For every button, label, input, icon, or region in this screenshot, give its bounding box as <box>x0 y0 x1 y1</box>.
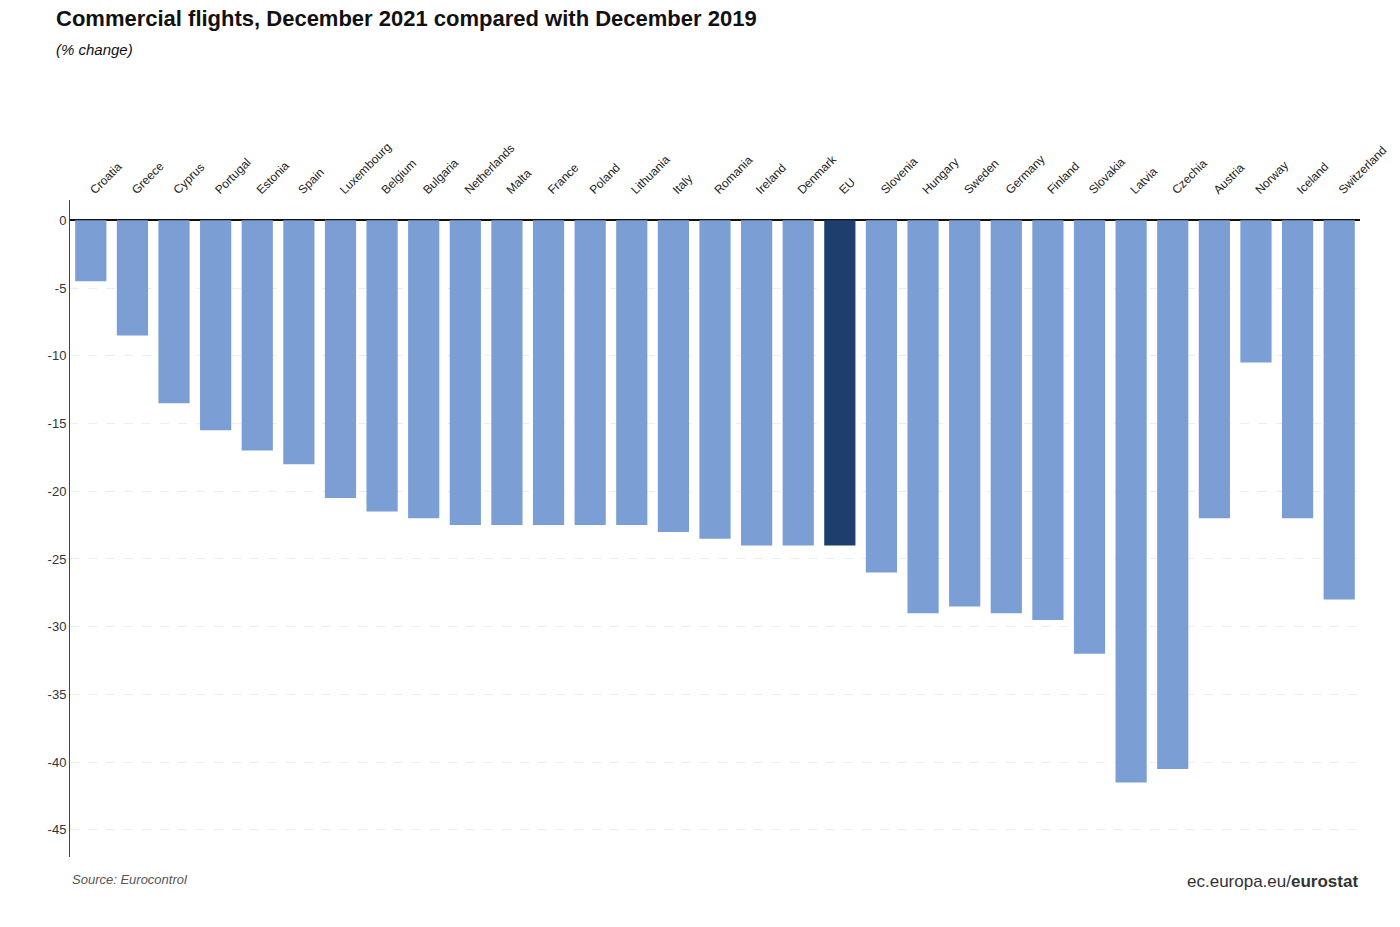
svg-text:Source: Eurocontrol: Source: Eurocontrol <box>72 872 188 887</box>
svg-text:Estonia: Estonia <box>254 159 292 197</box>
svg-text:Sweden: Sweden <box>961 156 1002 197</box>
svg-text:-25: -25 <box>48 552 67 567</box>
svg-text:Austria: Austria <box>1211 160 1248 197</box>
svg-text:Ireland: Ireland <box>753 161 789 197</box>
svg-text:Czechia: Czechia <box>1169 156 1210 197</box>
svg-text:Germany: Germany <box>1003 152 1048 197</box>
svg-text:-35: -35 <box>48 687 67 702</box>
svg-text:-5: -5 <box>55 281 67 296</box>
svg-text:Hungary: Hungary <box>920 155 962 197</box>
svg-text:Spain: Spain <box>295 165 327 197</box>
svg-text:Poland: Poland <box>587 161 623 197</box>
svg-text:Lithuania: Lithuania <box>628 152 673 197</box>
svg-text:Malta: Malta <box>503 166 534 197</box>
svg-text:-40: -40 <box>48 755 67 770</box>
svg-text:Commercial flights, December 2: Commercial flights, December 2021 compar… <box>56 6 757 58</box>
svg-text:EU: EU <box>836 175 858 197</box>
svg-text:Norway: Norway <box>1252 158 1291 197</box>
svg-text:-15: -15 <box>48 416 67 431</box>
svg-text:0: 0 <box>59 213 66 228</box>
svg-text:Portugal: Portugal <box>212 155 254 197</box>
svg-text:Latvia: Latvia <box>1128 164 1161 197</box>
svg-text:Romania: Romania <box>711 153 755 197</box>
svg-text:Italy: Italy <box>670 171 695 196</box>
svg-text:Cyprus: Cyprus <box>170 160 207 197</box>
svg-text:ec.europa.eu/eurostat: ec.europa.eu/eurostat <box>1187 872 1358 891</box>
svg-text:Finland: Finland <box>1044 159 1082 197</box>
svg-text:Slovakia: Slovakia <box>1086 155 1128 197</box>
svg-text:-10: -10 <box>48 348 67 363</box>
svg-text:Switzerland: Switzerland <box>1336 143 1390 197</box>
svg-text:France: France <box>545 160 582 197</box>
svg-text:Iceland: Iceland <box>1294 160 1331 197</box>
svg-text:Netherlands: Netherlands <box>462 141 518 197</box>
svg-text:Denmark: Denmark <box>795 152 840 197</box>
svg-text:Croatia: Croatia <box>87 159 124 196</box>
svg-text:Belgium: Belgium <box>379 156 420 197</box>
svg-text:-45: -45 <box>48 822 67 837</box>
svg-text:-20: -20 <box>48 484 67 499</box>
svg-text:-30: -30 <box>48 619 67 634</box>
svg-text:Luxembourg: Luxembourg <box>337 140 394 197</box>
svg-text:Bulgaria: Bulgaria <box>420 156 461 197</box>
svg-text:Slovenia: Slovenia <box>878 154 921 197</box>
svg-text:Greece: Greece <box>129 159 167 197</box>
